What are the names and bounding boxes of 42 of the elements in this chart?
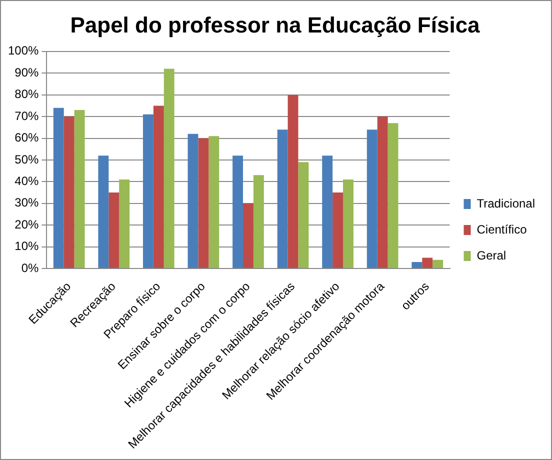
y-tick-label: 100% [8, 44, 40, 58]
y-tick-label: 40% [14, 174, 40, 188]
bar [422, 258, 433, 268]
bar [188, 134, 198, 268]
bar [388, 123, 398, 268]
bar [242, 203, 254, 268]
bar [98, 156, 109, 268]
bar [208, 136, 220, 268]
bar [119, 180, 130, 268]
y-tick-label: 90% [14, 65, 40, 80]
y-tick-label: 10% [14, 239, 40, 254]
y-tick-label: 50% [14, 152, 40, 166]
chart-title: Papel do professor na Educação Física [70, 12, 481, 38]
bar [232, 156, 243, 268]
bar [343, 180, 354, 268]
y-tick-label: 80% [14, 87, 40, 102]
bar [432, 260, 444, 268]
y-tick-label: 30% [14, 196, 40, 210]
bar [198, 138, 209, 268]
y-tick-label: 20% [14, 217, 40, 232]
bar [74, 110, 85, 268]
legend-label: Tradicional [476, 196, 535, 210]
bar [108, 192, 120, 268]
y-tick-label: 0% [21, 260, 40, 275]
bar [288, 94, 298, 268]
y-tick-label: 60% [14, 130, 40, 145]
bar [142, 114, 154, 268]
bar [253, 175, 264, 268]
bar [332, 192, 344, 268]
legend-label: Científico [476, 222, 528, 236]
bar [277, 130, 288, 268]
bar [366, 130, 378, 268]
bar [153, 106, 164, 268]
bar [53, 108, 64, 268]
bar [164, 68, 174, 268]
bar [64, 116, 74, 268]
bar [298, 162, 309, 268]
bar [377, 116, 388, 268]
bar [322, 156, 333, 268]
y-tick-label: 70% [14, 108, 40, 123]
legend-label: Geral [476, 248, 506, 262]
bar [412, 262, 422, 268]
